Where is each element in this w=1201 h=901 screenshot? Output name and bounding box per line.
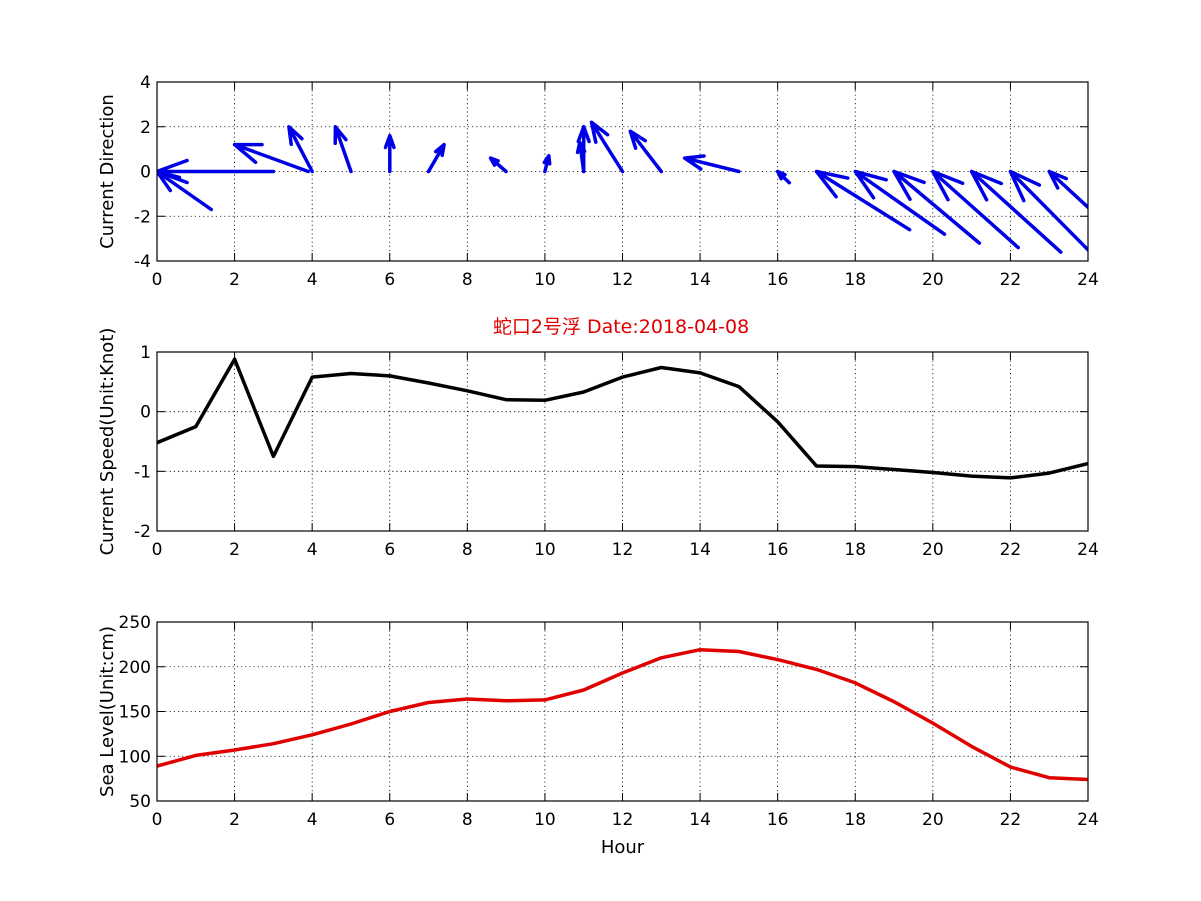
y-tick-label: -2 <box>134 522 151 542</box>
series-line <box>157 647 1088 782</box>
y-axis-label: Sea Level(Unit:cm) <box>97 626 118 797</box>
axes-frame <box>156 81 1089 262</box>
y-tick-label: -4 <box>134 252 151 272</box>
data-layer <box>157 647 1088 782</box>
x-tick-label: 14 <box>689 270 711 290</box>
x-tick-label: 18 <box>844 810 866 830</box>
x-tick-label: 6 <box>384 270 395 290</box>
current-vector-arrow <box>1008 169 1088 252</box>
x-tick-label: 0 <box>152 270 163 290</box>
y-axis-label: Current Speed(Unit:Knot) <box>97 328 118 556</box>
current-vector-arrow <box>232 142 311 174</box>
x-tick-label: 14 <box>689 810 711 830</box>
y-axis-label: Current Direction <box>97 94 118 249</box>
x-tick-label: 24 <box>1077 540 1099 560</box>
x-tick-label: 20 <box>922 810 944 830</box>
x-tick-label: 22 <box>1000 270 1022 290</box>
current-vector-arrow <box>333 125 353 174</box>
x-tick-label: 6 <box>384 540 395 560</box>
series-line <box>157 357 1088 480</box>
x-tick-label: 4 <box>307 540 318 560</box>
current-vector-arrow <box>682 154 741 174</box>
x-tick-label: 10 <box>534 810 556 830</box>
y-tick-label: 50 <box>129 792 151 812</box>
current-vector-arrow <box>426 142 446 174</box>
y-tick-label: 4 <box>140 73 151 93</box>
axes-frame <box>156 621 1089 802</box>
current-vector-arrow <box>383 133 396 174</box>
current-vector-arrow <box>589 120 625 174</box>
current-vector-arrow <box>628 129 664 174</box>
x-tick-label: 2 <box>229 270 240 290</box>
x-tick-label: 0 <box>152 810 163 830</box>
y-tick-label: 1 <box>140 343 151 363</box>
current-vector-arrow <box>542 154 552 174</box>
x-tick-label: 16 <box>767 810 789 830</box>
y-tick-label: 2 <box>140 118 151 138</box>
x-tick-label: 8 <box>462 270 473 290</box>
x-tick-label: 12 <box>612 540 634 560</box>
current-vector-arrow <box>1047 169 1088 210</box>
x-tick-label: 0 <box>152 540 163 560</box>
y-tick-label: 100 <box>119 747 151 767</box>
current-vector-arrow <box>488 156 508 174</box>
x-tick-label: 20 <box>922 540 944 560</box>
y-tick-label: -1 <box>134 462 151 482</box>
current-vector-arrow <box>157 169 214 212</box>
current-vector-arrow <box>892 169 982 245</box>
x-tick-label: 8 <box>462 810 473 830</box>
y-tick-label: -2 <box>134 207 151 227</box>
current-vector-arrow <box>287 125 314 174</box>
x-tick-label: 4 <box>307 810 318 830</box>
x-axis-label: Hour <box>601 837 645 858</box>
x-tick-label: 10 <box>534 270 556 290</box>
x-tick-label: 22 <box>1000 540 1022 560</box>
x-tick-label: 22 <box>1000 810 1022 830</box>
x-tick-label: 12 <box>612 810 634 830</box>
current-vector-arrow <box>969 169 1063 254</box>
x-tick-label: 18 <box>844 270 866 290</box>
y-tick-label: 200 <box>119 658 151 678</box>
current-vector-arrow <box>853 169 947 236</box>
current-vector-arrow <box>814 169 912 232</box>
x-tick-label: 10 <box>534 540 556 560</box>
x-tick-label: 2 <box>229 810 240 830</box>
data-layer <box>157 120 1088 254</box>
figure-title: 蛇口2号浮 Date:2018-04-08 <box>493 316 749 338</box>
y-tick-label: 0 <box>140 163 151 183</box>
y-tick-label: 250 <box>119 613 151 633</box>
x-tick-label: 16 <box>767 270 789 290</box>
axes-frame <box>156 351 1089 532</box>
data-layer <box>157 357 1088 480</box>
x-tick-label: 4 <box>307 270 318 290</box>
x-tick-label: 16 <box>767 540 789 560</box>
current-vector-arrow <box>157 158 276 185</box>
x-tick-label: 2 <box>229 540 240 560</box>
x-tick-label: 14 <box>689 540 711 560</box>
y-tick-label: 0 <box>140 403 151 423</box>
x-tick-label: 24 <box>1077 810 1099 830</box>
x-tick-label: 6 <box>384 810 395 830</box>
x-tick-label: 8 <box>462 540 473 560</box>
x-tick-label: 24 <box>1077 270 1099 290</box>
y-tick-label: 150 <box>119 703 151 723</box>
x-tick-label: 12 <box>612 270 634 290</box>
current-vector-arrow <box>775 169 792 185</box>
x-tick-label: 18 <box>844 540 866 560</box>
current-vector-arrow <box>576 125 591 174</box>
x-tick-label: 20 <box>922 270 944 290</box>
current-vector-arrow <box>931 169 1020 250</box>
